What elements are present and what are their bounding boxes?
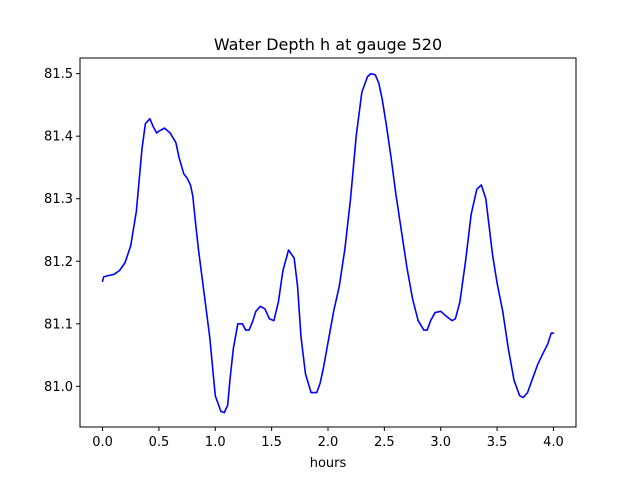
- chart-title: Water Depth h at gauge 520: [214, 35, 442, 54]
- x-tick-label: 2.0: [318, 435, 339, 450]
- x-tick-label: 3.0: [430, 435, 451, 450]
- y-tick-label: 81.3: [44, 192, 73, 207]
- y-tick-label: 81.4: [44, 130, 73, 145]
- x-tick-label: 1.5: [261, 435, 282, 450]
- x-tick-label: 3.5: [487, 435, 508, 450]
- x-tick-label: 4.0: [543, 435, 564, 450]
- axes-frame: [79, 57, 577, 428]
- plot-area: [101, 72, 555, 414]
- x-axis-ticks: 0.0 0.5 1.0 1.5 2.0 2.5 3.0 3.5 4.0: [92, 427, 564, 450]
- y-tick-label: 81.2: [44, 255, 73, 270]
- x-axis-label: hours: [310, 456, 347, 471]
- y-axis-ticks: 81.0 81.1 81.2 81.3 81.4 81.5: [44, 67, 80, 395]
- y-tick-label: 81.1: [44, 317, 73, 332]
- series-line-0: [101, 72, 555, 414]
- x-tick-label: 2.5: [374, 435, 395, 450]
- y-tick-label: 81.5: [44, 67, 73, 82]
- y-tick-label: 81.0: [44, 380, 73, 395]
- x-tick-label: 1.0: [205, 435, 226, 450]
- x-tick-label: 0.0: [92, 435, 113, 450]
- x-tick-label: 0.5: [149, 435, 170, 450]
